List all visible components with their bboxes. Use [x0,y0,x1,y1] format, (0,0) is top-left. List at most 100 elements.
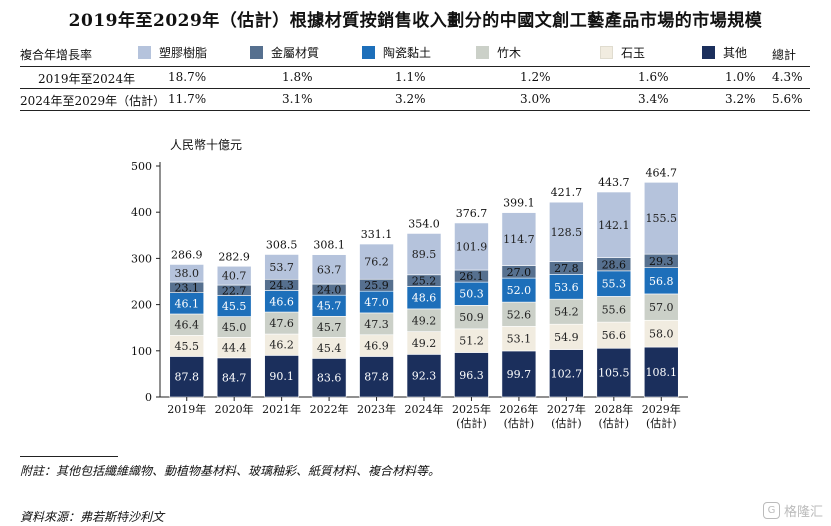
bar-segment [406,354,442,398]
cagr-value: 1.8% [282,70,313,84]
data-label: 56.6 [602,329,627,342]
legend-label: 陶瓷黏土 [383,46,432,60]
cagr-value: 11.7% [168,92,207,106]
data-label: 46.9 [364,340,389,353]
data-label: 46.2 [269,339,294,352]
total-label: 308.1 [313,239,345,252]
footnote-rule [20,456,118,457]
total-label: 282.9 [218,250,250,263]
data-label: 105.5 [598,367,630,380]
data-label: 25.9 [364,279,389,292]
data-label: 25.2 [412,275,437,288]
legend-swatch [138,46,151,59]
data-label: 142.1 [598,219,630,232]
data-label: 114.7 [503,233,535,246]
bar-segment [596,270,632,297]
data-label: 101.9 [456,241,488,254]
legend-label: 其他 [723,46,748,60]
bar-segment [264,254,299,280]
total-label: 286.9 [171,248,203,261]
data-label: 45.5 [174,340,199,353]
data-label: 96.3 [459,369,484,382]
data-label: 47.6 [269,317,294,330]
data-label: 27.8 [554,262,579,275]
data-label: 44.4 [222,342,247,355]
bar-segment [501,301,537,327]
data-label: 49.2 [412,337,437,350]
data-label: 63.7 [317,263,342,276]
data-label: 45.0 [222,321,247,334]
x-tick-label: 2026年 [499,402,538,416]
bar-segment [596,321,632,349]
legend-label: 塑膠樹脂 [159,46,208,60]
bar-segment [501,326,537,352]
bar-segment [359,356,394,398]
data-label: 54.9 [554,331,579,344]
cagr-value: 1.2% [520,70,551,84]
legend-item-plastic-resin: 塑膠樹脂 [138,44,207,61]
legend-item-other: 其他 [702,44,747,61]
cagr-row-2019-2024: 2019年至2024年 18.7% 1.8% 1.1% 1.2% 1.6% 1.… [20,66,810,88]
cagr-header-label: 複合年增長率 [20,48,93,62]
data-label: 155.5 [646,212,678,225]
watermark-text: 格隆汇 [783,505,823,520]
bar-segment [643,267,679,295]
total-label: 354.0 [408,217,440,230]
y-tick-label: 500 [131,160,152,173]
cagr-value: 1.6% [638,70,669,84]
bar-segment [596,347,632,398]
legend-item-metal: 金屬材質 [250,44,319,61]
table-rule [20,88,810,89]
bar-segment [311,254,347,285]
x-tick-label: (估計) [456,416,487,430]
data-label: 29.3 [649,255,674,268]
legend-swatch [250,46,263,59]
data-label: 83.6 [317,372,342,385]
x-tick-label: 2023年 [357,402,396,416]
x-tick-label: 2020年 [215,402,254,416]
legend-label: 石玉 [621,46,646,60]
watermark: G 格隆汇 [762,501,823,520]
data-label: 49.2 [412,314,437,327]
data-label: 22.7 [222,284,247,297]
data-label: 89.5 [412,248,437,261]
bar-segment [406,233,442,276]
bar-segment [169,356,205,398]
x-tick-label: 2029年 [642,402,681,416]
data-label: 128.5 [551,226,583,239]
data-label: 50.9 [459,311,484,324]
data-label: 24.0 [317,284,342,297]
cagr-value: 18.7% [168,70,207,84]
legend-swatch [476,46,489,59]
y-tick-label: 400 [131,206,152,219]
data-label: 46.6 [269,295,294,308]
y-tick-label: 100 [131,345,152,358]
y-tick-label: 300 [131,252,152,265]
bar-segment [643,182,679,255]
cagr-value: 3.2% [395,92,426,106]
watermark-logo-icon: G [762,502,780,519]
table-rule [20,66,810,67]
data-label: 76.2 [364,256,389,269]
bar-segment [264,355,299,398]
bar-segment [454,222,489,271]
data-label: 23.1 [174,281,199,294]
data-label: 58.0 [649,328,674,341]
total-label: 421.7 [551,186,583,199]
cagr-value: 3.1% [282,92,313,106]
total-label: 308.5 [266,238,298,251]
data-label: 50.3 [459,288,484,301]
bar-segment [359,243,394,280]
y-tick-label: 200 [131,299,152,312]
cagr-row-2024-2029: 2024年至2029年（估計） 11.7% 3.1% 3.2% 3.0% 3.4… [20,88,810,110]
data-label: 47.0 [364,296,389,309]
data-label: 54.2 [554,306,579,319]
bar-segment [549,349,584,398]
legend-swatch [600,46,613,59]
x-tick-label: (估計) [504,416,535,430]
data-label: 45.7 [317,321,342,334]
total-label: 總計 [772,48,797,62]
cagr-value: 3.4% [638,92,669,106]
bar-segment [596,296,632,323]
bar-segment [549,323,584,350]
